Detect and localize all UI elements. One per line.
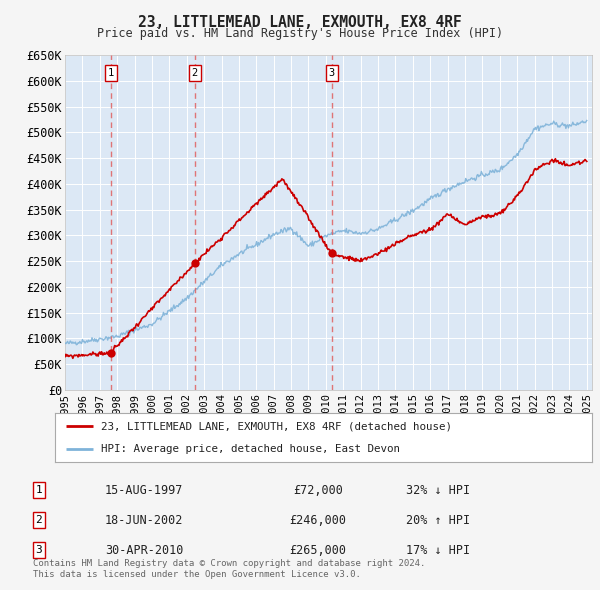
Text: 17% ↓ HPI: 17% ↓ HPI [406, 543, 470, 556]
Text: Price paid vs. HM Land Registry's House Price Index (HPI): Price paid vs. HM Land Registry's House … [97, 27, 503, 40]
Text: 30-APR-2010: 30-APR-2010 [105, 543, 183, 556]
Text: 23, LITTLEMEAD LANE, EXMOUTH, EX8 4RF (detached house): 23, LITTLEMEAD LANE, EXMOUTH, EX8 4RF (d… [101, 421, 452, 431]
Text: 2: 2 [35, 515, 43, 525]
Text: 1: 1 [35, 485, 43, 495]
Text: 1: 1 [107, 68, 113, 78]
Text: £72,000: £72,000 [293, 483, 343, 497]
Text: 18-JUN-2002: 18-JUN-2002 [105, 513, 183, 526]
Text: 20% ↑ HPI: 20% ↑ HPI [406, 513, 470, 526]
Text: This data is licensed under the Open Government Licence v3.0.: This data is licensed under the Open Gov… [33, 571, 361, 579]
Text: £246,000: £246,000 [290, 513, 347, 526]
Text: 3: 3 [329, 68, 335, 78]
Text: 32% ↓ HPI: 32% ↓ HPI [406, 483, 470, 497]
Text: 15-AUG-1997: 15-AUG-1997 [105, 483, 183, 497]
Text: 3: 3 [35, 545, 43, 555]
Text: Contains HM Land Registry data © Crown copyright and database right 2024.: Contains HM Land Registry data © Crown c… [33, 559, 425, 568]
Text: HPI: Average price, detached house, East Devon: HPI: Average price, detached house, East… [101, 444, 400, 454]
Text: 23, LITTLEMEAD LANE, EXMOUTH, EX8 4RF: 23, LITTLEMEAD LANE, EXMOUTH, EX8 4RF [138, 15, 462, 30]
Text: £265,000: £265,000 [290, 543, 347, 556]
Text: 2: 2 [191, 68, 198, 78]
